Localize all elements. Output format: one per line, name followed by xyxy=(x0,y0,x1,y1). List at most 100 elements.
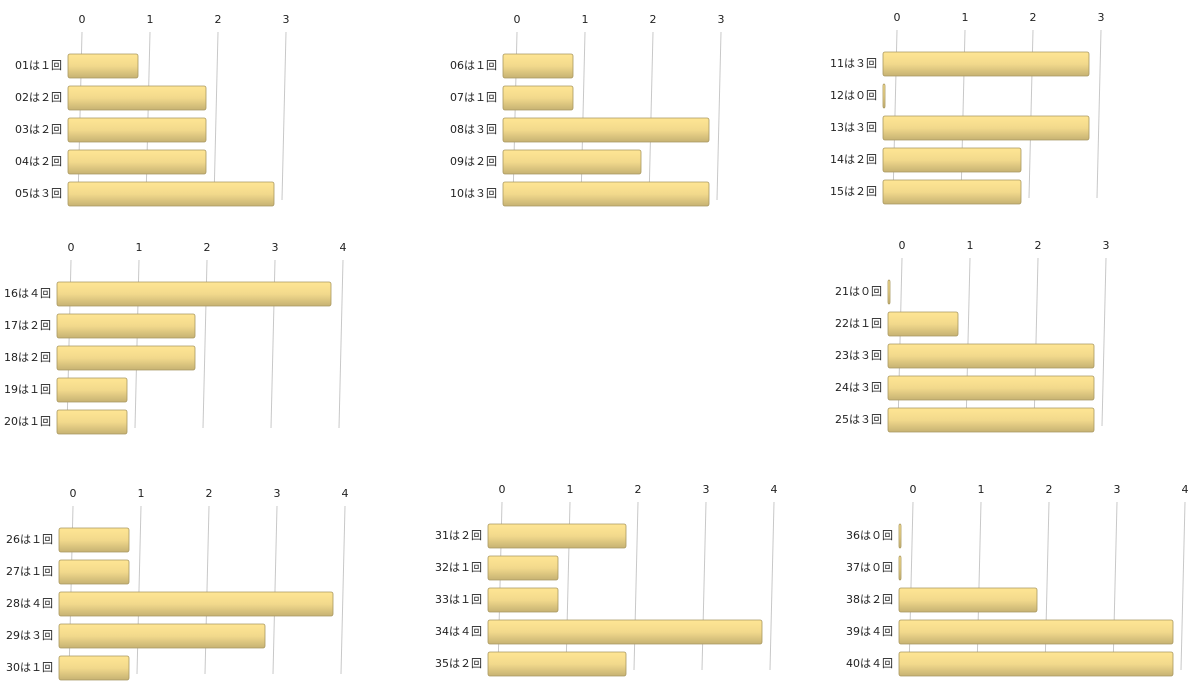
y-tick-label: 28は４回 xyxy=(6,597,53,610)
grid-line xyxy=(204,505,210,675)
chart: 0 1 2 3 11は３回 12は０回 13は３回 14は２回 15は２回 xyxy=(830,11,1105,205)
chart: 0 1 2 3 01は１回 02は２回 03は２回 04は２回 05は３回 xyxy=(15,13,290,207)
bar xyxy=(487,651,627,677)
x-tick-label: 2 xyxy=(215,13,222,26)
x-tick-label: 2 xyxy=(204,241,211,254)
chart: 0 1 2 3 4 36は０回 37は０回 38は２回 39は４回 40は４回 xyxy=(846,483,1189,677)
x-tick-label: 0 xyxy=(910,483,917,496)
bar xyxy=(887,407,1095,433)
chart: 0 1 2 3 4 31は２回 32は１回 33は１回 34は４回 35は２回 xyxy=(435,483,778,677)
bar xyxy=(56,313,196,339)
y-tick-label: 40は４回 xyxy=(846,657,893,670)
x-tick-label: 3 xyxy=(718,13,725,26)
y-tick-label: 02は２回 xyxy=(15,91,62,104)
grid-line xyxy=(716,31,722,201)
y-tick-label: 13は３回 xyxy=(830,121,877,134)
grid-line xyxy=(340,505,346,675)
chart: 0 1 2 3 21は０回 22は１回 23は３回 24は３回 25は３回 xyxy=(835,239,1110,433)
y-tick-label: 09は２回 xyxy=(450,155,497,168)
y-tick-label: 37は０回 xyxy=(846,561,893,574)
bar xyxy=(898,651,1174,677)
y-tick-label: 18は２回 xyxy=(4,351,51,364)
bar xyxy=(502,149,642,175)
y-tick-label: 04は２回 xyxy=(15,155,62,168)
y-tick-label: 32は１回 xyxy=(435,561,482,574)
x-tick-label: 0 xyxy=(70,487,77,500)
bar xyxy=(58,527,130,553)
grid-line xyxy=(136,505,142,675)
bar xyxy=(898,523,902,549)
grid-line xyxy=(213,31,219,201)
y-tick-label: 24は３回 xyxy=(835,381,882,394)
y-tick-label: 07は１回 xyxy=(450,91,497,104)
grid-line xyxy=(338,259,344,429)
x-tick-label: 4 xyxy=(1182,483,1189,496)
x-tick-label: 3 xyxy=(274,487,281,500)
grid-line xyxy=(976,501,982,671)
x-tick-label: 4 xyxy=(340,241,347,254)
chart: 0 1 2 3 4 16は４回 17は２回 18は２回 19は１回 20は１回 xyxy=(4,241,347,435)
bar xyxy=(898,555,902,581)
grid-line xyxy=(1033,257,1039,427)
bar xyxy=(882,83,886,109)
chart: 0 1 2 3 06は１回 07は１回 08は３回 09は２回 10は３回 xyxy=(450,13,725,207)
y-tick-label: 20は１回 xyxy=(4,415,51,428)
grid-line xyxy=(769,501,775,671)
y-tick-label: 30は１回 xyxy=(6,661,53,674)
x-tick-label: 1 xyxy=(567,483,574,496)
x-tick-label: 0 xyxy=(894,11,901,24)
x-tick-label: 1 xyxy=(978,483,985,496)
x-tick-label: 0 xyxy=(514,13,521,26)
y-tick-label: 14は２回 xyxy=(830,153,877,166)
bar xyxy=(502,117,710,143)
y-tick-label: 33は１回 xyxy=(435,593,482,606)
y-tick-label: 11は３回 xyxy=(830,57,877,70)
y-tick-label: 25は３回 xyxy=(835,413,882,426)
bar xyxy=(56,409,128,435)
bar xyxy=(887,343,1095,369)
y-tick-label: 21は０回 xyxy=(835,285,882,298)
bar xyxy=(487,587,559,613)
bar xyxy=(67,117,207,143)
grid-line xyxy=(965,257,971,427)
y-tick-label: 15は２回 xyxy=(830,185,877,198)
y-tick-label: 06は１回 xyxy=(450,59,497,72)
y-tick-label: 22は１回 xyxy=(835,317,882,330)
x-tick-label: 2 xyxy=(1030,11,1037,24)
bar xyxy=(487,523,627,549)
x-tick-label: 3 xyxy=(1114,483,1121,496)
bar xyxy=(887,279,891,305)
y-tick-label: 05は３回 xyxy=(15,187,62,200)
bar xyxy=(502,181,710,207)
chart: 0 1 2 3 4 26は１回 27は１回 28は４回 29は３回 30は１回 xyxy=(6,487,349,681)
bar xyxy=(487,555,559,581)
bar xyxy=(502,53,574,79)
bar xyxy=(487,619,763,645)
y-tick-label: 17は２回 xyxy=(4,319,51,332)
grid-line xyxy=(580,31,586,201)
grid-line xyxy=(633,501,639,671)
x-tick-label: 0 xyxy=(899,239,906,252)
bar xyxy=(887,311,959,337)
x-tick-label: 1 xyxy=(147,13,154,26)
x-tick-label: 3 xyxy=(1098,11,1105,24)
bar xyxy=(67,53,139,79)
x-tick-label: 1 xyxy=(136,241,143,254)
grid-line xyxy=(1044,501,1050,671)
x-tick-label: 1 xyxy=(138,487,145,500)
x-tick-label: 3 xyxy=(272,241,279,254)
grid-line xyxy=(1112,501,1118,671)
x-tick-label: 3 xyxy=(1103,239,1110,252)
bar xyxy=(887,375,1095,401)
bar xyxy=(898,619,1174,645)
y-tick-label: 16は４回 xyxy=(4,287,51,300)
bar xyxy=(58,655,130,681)
bar xyxy=(56,377,128,403)
bar xyxy=(58,559,130,585)
grid-line xyxy=(1180,501,1186,671)
x-tick-label: 0 xyxy=(499,483,506,496)
x-tick-label: 3 xyxy=(283,13,290,26)
grid-line xyxy=(281,31,287,201)
grid-line xyxy=(648,31,654,201)
grid-line xyxy=(897,257,903,427)
